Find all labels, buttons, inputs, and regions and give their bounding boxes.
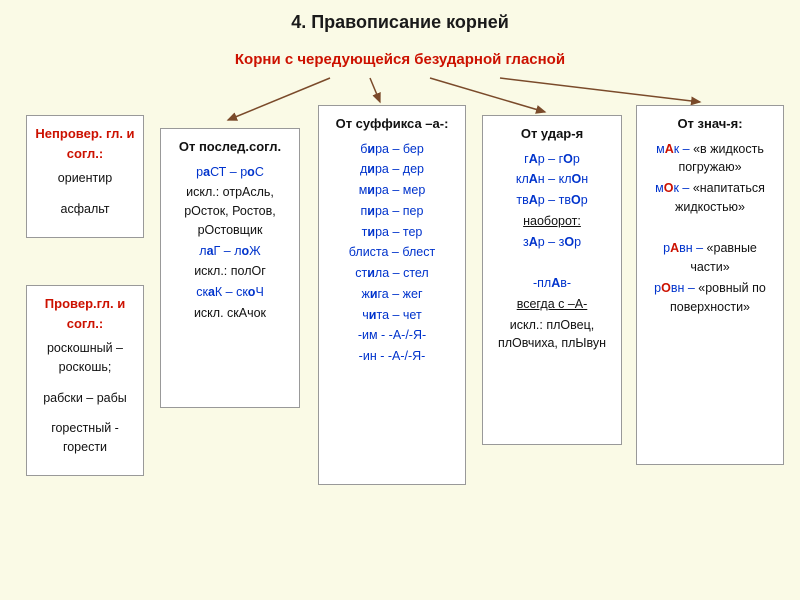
list-item: гАр – гОр [489,150,615,169]
box-meaning: От знач-я: мАк – «в жидкость погружаю»мО… [636,105,784,465]
heading-verified: Провер.гл. и согл.: [33,294,137,333]
heading-stress: От удар-я [489,124,615,144]
list-item: мАк – «в жидкость погружаю» [643,140,777,178]
list-item: лаГ – лоЖ [167,242,293,261]
list-item: асфальт [33,200,137,219]
verified-items: роскошный – роскошь; рабски – рабы горестн… [33,339,137,467]
list-item: мира – мер [325,181,459,200]
list-item: искл.: полОг [167,262,293,281]
list-item: скаК – скоЧ [167,283,293,302]
page-title: 4. Правописание корней [0,0,800,33]
last-cons-items: раСТ – роСискл.: отрАсль, рОсток, Ростов… [167,163,293,323]
list-item: искл.: отрАсль, рОсток, Ростов, рОстовщи… [167,183,293,239]
list-item: чита – чет [325,306,459,325]
list-item: -им - -А-/-Я- [325,326,459,345]
list-item: раСТ – роС [167,163,293,182]
box-unverified: Непровер. гл. и согл.: ориентир асфальт [26,115,144,238]
list-item: роскошный – роскошь; [33,339,137,377]
list-item [489,253,615,272]
list-item: искл.: плОвец, плОвчиха, плЫвун [489,316,615,354]
unverified-items: ориентир асфальт [33,169,137,229]
list-item: -плАв- [489,274,615,293]
box-last-cons: От послед.согл. раСТ – роСискл.: отрАсль… [160,128,300,408]
list-item: искл. скАчок [167,304,293,323]
subtitle: Корни с чередующейся безударной гласной [0,51,800,68]
list-item: клАн – клОн [489,170,615,189]
suffix-a-items: бира – бердира – дер мира – мер пира – пер… [325,140,459,366]
list-item: -ин - -А-/-Я- [325,347,459,366]
meaning-items: мАк – «в жидкость погружаю»мОк – «напита… [643,140,777,317]
stress-items: гАр – гОрклАн – клОн твАр – твОр наоборот:… [489,150,615,354]
list-item: всегда с –А- [489,295,615,314]
list-item: жига – жег [325,285,459,304]
list-item: мОк – «напитаться жидкостью» [643,179,777,217]
heading-suffix-a: От суффикса –а-: [325,114,459,134]
list-item: стила – стел [325,264,459,283]
box-stress: От удар-я гАр – гОрклАн – клОн твАр – твО… [482,115,622,445]
list-item: дира – дер [325,160,459,179]
list-item: бира – бер [325,140,459,159]
list-item: рОвн – «ровный по поверхности» [643,279,777,317]
list-item: пира – пер [325,202,459,221]
list-item: рабски – рабы [33,389,137,408]
heading-meaning: От знач-я: [643,114,777,134]
list-item: зАр – зОр [489,233,615,252]
list-item: тира – тер [325,223,459,242]
list-item: твАр – твОр [489,191,615,210]
list-item [643,219,777,238]
heading-last-cons: От послед.согл. [167,137,293,157]
list-item: ориентир [33,169,137,188]
box-verified: Провер.гл. и согл.: роскошный – роскошь;… [26,285,144,476]
box-suffix-a: От суффикса –а-: бира – бердира – дер мир… [318,105,466,485]
list-item: горестный - горести [33,419,137,457]
list-item: блиста – блест [325,243,459,262]
heading-unverified: Непровер. гл. и согл.: [33,124,137,163]
list-item: наоборот: [489,212,615,231]
list-item: рАвн – «равные части» [643,239,777,277]
